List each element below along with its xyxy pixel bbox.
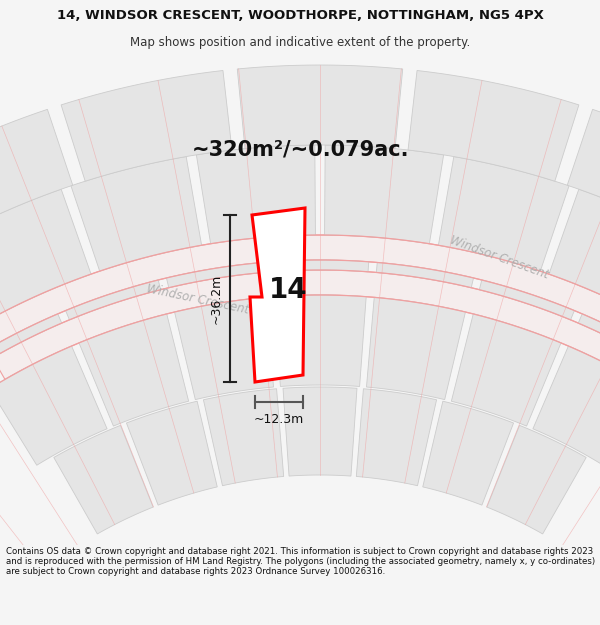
Polygon shape: [271, 260, 369, 272]
Polygon shape: [196, 145, 316, 244]
Polygon shape: [65, 280, 161, 320]
Text: Map shows position and indicative extent of the property.: Map shows position and indicative extent…: [130, 36, 470, 49]
Polygon shape: [439, 157, 569, 271]
Polygon shape: [376, 262, 473, 288]
Polygon shape: [71, 157, 202, 271]
Polygon shape: [54, 426, 153, 534]
Text: ~36.2m: ~36.2m: [209, 273, 223, 324]
Polygon shape: [408, 71, 579, 181]
Text: 14, WINDSOR CRESCENT, WOODTHORPE, NOTTINGHAM, NG5 4PX: 14, WINDSOR CRESCENT, WOODTHORPE, NOTTIN…: [56, 9, 544, 22]
Polygon shape: [61, 71, 232, 181]
Polygon shape: [0, 109, 73, 246]
Polygon shape: [283, 387, 357, 476]
Polygon shape: [274, 295, 366, 386]
Polygon shape: [567, 109, 600, 246]
Text: ~320m²/~0.079ac.: ~320m²/~0.079ac.: [191, 140, 409, 160]
Polygon shape: [0, 235, 600, 380]
Polygon shape: [479, 280, 574, 320]
Polygon shape: [203, 389, 284, 486]
Polygon shape: [0, 314, 62, 368]
Polygon shape: [533, 346, 600, 465]
Polygon shape: [549, 189, 600, 316]
Polygon shape: [0, 346, 107, 465]
Text: Contains OS data © Crown copyright and database right 2021. This information is : Contains OS data © Crown copyright and d…: [6, 547, 595, 576]
Text: Windsor Crescent: Windsor Crescent: [448, 234, 550, 282]
Text: Windsor Crescent: Windsor Crescent: [145, 282, 250, 316]
Polygon shape: [175, 298, 274, 399]
Polygon shape: [451, 314, 561, 426]
Polygon shape: [0, 189, 91, 316]
Polygon shape: [356, 389, 437, 486]
Polygon shape: [166, 262, 263, 288]
Polygon shape: [0, 270, 600, 379]
Polygon shape: [487, 426, 586, 534]
Text: 14: 14: [269, 276, 307, 304]
Polygon shape: [325, 145, 443, 244]
Text: ~12.3m: ~12.3m: [254, 414, 304, 426]
Polygon shape: [79, 314, 188, 426]
Polygon shape: [367, 298, 466, 399]
Polygon shape: [250, 208, 305, 382]
Polygon shape: [578, 314, 600, 368]
Polygon shape: [237, 65, 403, 149]
Polygon shape: [423, 401, 514, 505]
Polygon shape: [127, 401, 217, 505]
